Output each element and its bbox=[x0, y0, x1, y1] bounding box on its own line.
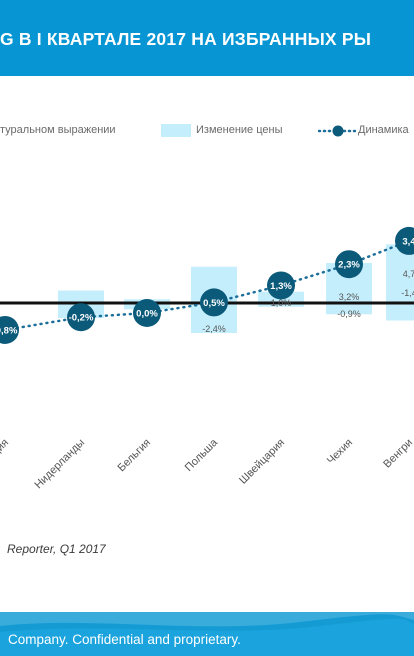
header-bar: G В I КВАРТАЛЕ 2017 НА ИЗБРАННЫХ РЫ bbox=[0, 0, 414, 76]
dynamics-bubble bbox=[335, 250, 363, 279]
dynamics-bubble-label: 2,3% bbox=[338, 260, 360, 271]
dynamics-bubble bbox=[0, 315, 19, 344]
bar-value-label: -0,9% bbox=[337, 309, 361, 319]
chart-legend: туральном выражении Изменение цены Динам… bbox=[0, 122, 414, 140]
bar-volume-change bbox=[386, 303, 414, 321]
source-note: Reporter, Q1 2017 bbox=[7, 542, 106, 556]
footer-bar: Company. Confidential and proprietary. bbox=[0, 612, 414, 656]
footer-text: Company. Confidential and proprietary. bbox=[8, 632, 241, 647]
dynamics-bubble-label: -0,8% bbox=[0, 325, 18, 336]
category-label: Нидерланды bbox=[32, 437, 87, 492]
legend-volume-label: туральном выражении bbox=[0, 124, 116, 136]
dynamics-bubble-label: 3,4 bbox=[402, 236, 414, 247]
category-label: ция bbox=[0, 437, 11, 459]
dynamics-bubble-label: 1,3% bbox=[270, 281, 292, 292]
dynamics-bubble-label: 0,5% bbox=[203, 298, 225, 309]
dynamics-bubble bbox=[267, 271, 295, 300]
category-label: Польша bbox=[183, 436, 221, 474]
dynamics-bubble bbox=[200, 288, 228, 317]
legend-dynamics-marker bbox=[318, 125, 356, 137]
category-label: Бельгия bbox=[115, 437, 153, 475]
bar-value-label: -2,4% bbox=[202, 324, 226, 334]
bar-value-label: 4,7 bbox=[403, 269, 414, 279]
bar-volume-change bbox=[326, 303, 372, 315]
dynamics-bubble-label: 0,0% bbox=[136, 309, 158, 320]
category-label: Швейцария bbox=[237, 437, 287, 487]
category-label: Венгри bbox=[381, 437, 414, 471]
legend-dynamics-label: Динамика bbox=[358, 124, 409, 136]
category-label: Чехия bbox=[325, 437, 355, 467]
dynamics-bubble-label: -0,2% bbox=[69, 313, 94, 324]
bar-volume-change bbox=[258, 303, 304, 307]
legend-price-label: Изменение цены bbox=[196, 124, 283, 136]
legend-price-swatch bbox=[161, 124, 191, 137]
page-title: G В I КВАРТАЛЕ 2017 НА ИЗБРАННЫХ РЫ bbox=[0, 29, 372, 49]
dynamics-bubble bbox=[395, 226, 414, 255]
dynamics-bubble bbox=[133, 299, 161, 327]
dynamics-bubble bbox=[67, 303, 95, 332]
bar-value-label: -1,4 bbox=[401, 288, 414, 298]
chart-plot: -2,4% 1,0% 3,2% -0,9% 4,7 -1,4 -0,8% -0,2% 0,0% 0… bbox=[0, 226, 414, 492]
bar-value-label: 1,0% bbox=[271, 298, 292, 308]
bar-value-label: 3,2% bbox=[339, 292, 360, 302]
bar-volume-change bbox=[58, 290, 104, 303]
footer-wave bbox=[0, 612, 414, 632]
